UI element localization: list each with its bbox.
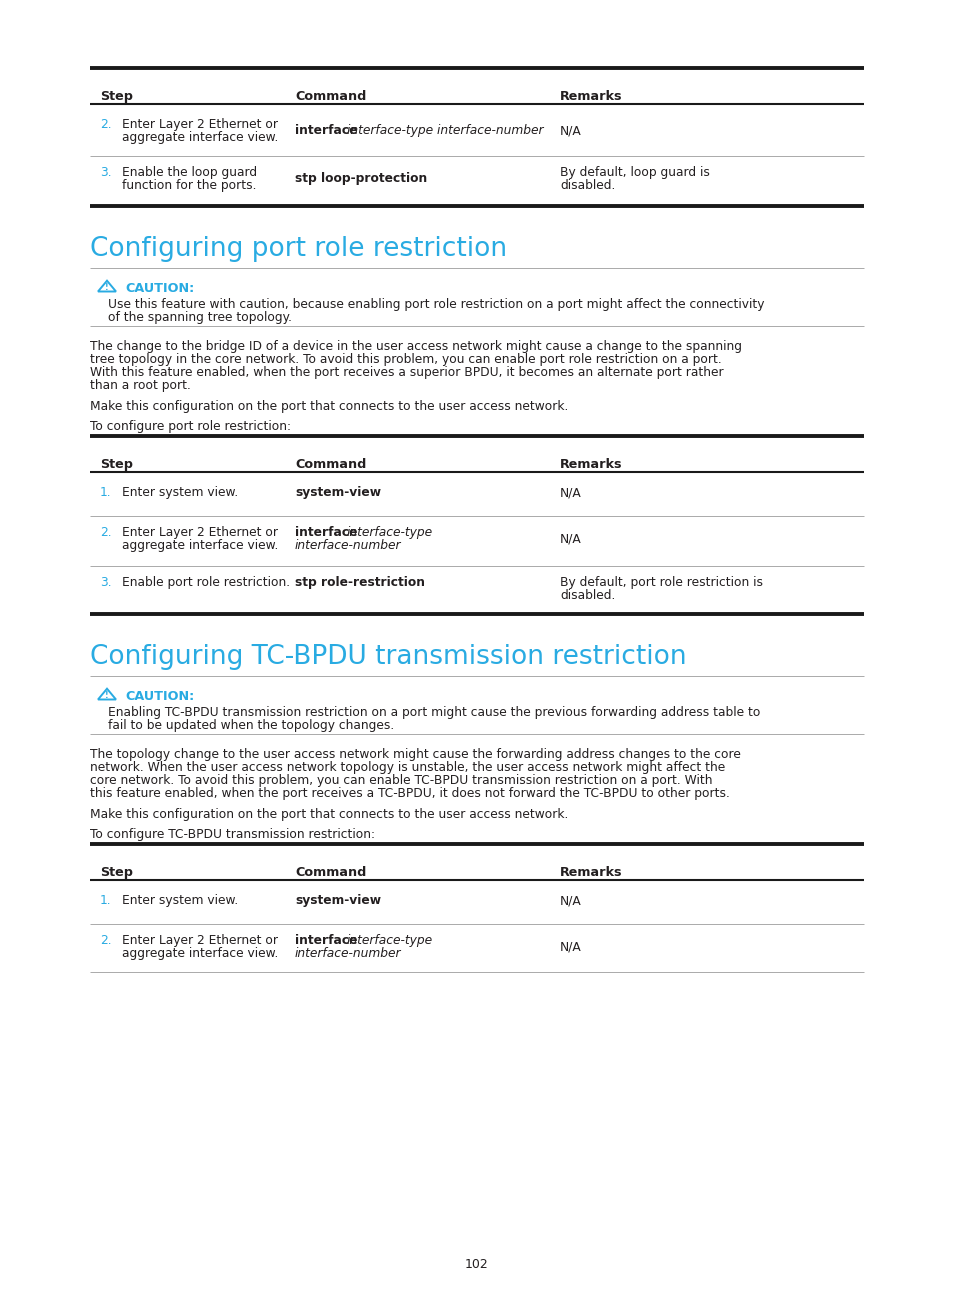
Text: interface-number: interface-number: [294, 539, 401, 552]
Text: Enter system view.: Enter system view.: [122, 486, 238, 499]
Text: Step: Step: [100, 866, 132, 879]
Text: stp loop-protection: stp loop-protection: [294, 172, 427, 185]
Text: Step: Step: [100, 89, 132, 102]
Text: N/A: N/A: [559, 124, 581, 137]
Text: Enter system view.: Enter system view.: [122, 894, 238, 907]
Text: system-view: system-view: [294, 894, 381, 907]
Text: To configure TC-BPDU transmission restriction:: To configure TC-BPDU transmission restri…: [90, 828, 375, 841]
Text: core network. To avoid this problem, you can enable TC-BPDU transmission restric: core network. To avoid this problem, you…: [90, 774, 712, 787]
Text: 1.: 1.: [100, 486, 112, 499]
Text: Enter Layer 2 Ethernet or: Enter Layer 2 Ethernet or: [122, 526, 277, 539]
Text: network. When the user access network topology is unstable, the user access netw: network. When the user access network to…: [90, 761, 724, 774]
Text: Step: Step: [100, 457, 132, 470]
Text: To configure port role restriction:: To configure port role restriction:: [90, 420, 291, 433]
Text: interface-type interface-number: interface-type interface-number: [347, 124, 543, 137]
Text: this feature enabled, when the port receives a TC-BPDU, it does not forward the : this feature enabled, when the port rece…: [90, 787, 729, 800]
Text: N/A: N/A: [559, 894, 581, 907]
Text: disabled.: disabled.: [559, 588, 615, 603]
Text: interface-type: interface-type: [347, 934, 433, 947]
Text: function for the ports.: function for the ports.: [122, 179, 256, 192]
Text: aggregate interface view.: aggregate interface view.: [122, 131, 278, 144]
Text: 2.: 2.: [100, 526, 112, 539]
Text: By default, loop guard is: By default, loop guard is: [559, 166, 709, 179]
Text: Make this configuration on the port that connects to the user access network.: Make this configuration on the port that…: [90, 807, 568, 820]
Text: N/A: N/A: [559, 531, 581, 546]
Text: aggregate interface view.: aggregate interface view.: [122, 539, 278, 552]
Text: Make this configuration on the port that connects to the user access network.: Make this configuration on the port that…: [90, 400, 568, 413]
Text: interface-type: interface-type: [347, 526, 433, 539]
Text: aggregate interface view.: aggregate interface view.: [122, 947, 278, 960]
Text: Command: Command: [294, 89, 366, 102]
Text: CAUTION:: CAUTION:: [125, 283, 194, 295]
Text: Enabling TC-BPDU transmission restriction on a port might cause the previous for: Enabling TC-BPDU transmission restrictio…: [108, 706, 760, 719]
Text: interface: interface: [294, 124, 361, 137]
Text: Command: Command: [294, 866, 366, 879]
Text: !: !: [105, 692, 109, 701]
Text: fail to be updated when the topology changes.: fail to be updated when the topology cha…: [108, 719, 394, 732]
Text: Use this feature with caution, because enabling port role restriction on a port : Use this feature with caution, because e…: [108, 298, 763, 311]
Text: Enable the loop guard: Enable the loop guard: [122, 166, 257, 179]
Text: Configuring TC-BPDU transmission restriction: Configuring TC-BPDU transmission restric…: [90, 644, 686, 670]
Text: CAUTION:: CAUTION:: [125, 689, 194, 702]
Text: than a root port.: than a root port.: [90, 378, 191, 391]
Text: 102: 102: [465, 1258, 488, 1271]
Text: stp role-restriction: stp role-restriction: [294, 575, 424, 588]
Text: Enter Layer 2 Ethernet or: Enter Layer 2 Ethernet or: [122, 118, 277, 131]
Text: disabled.: disabled.: [559, 179, 615, 192]
Text: N/A: N/A: [559, 940, 581, 953]
Text: Configuring port role restriction: Configuring port role restriction: [90, 236, 507, 262]
Text: 3.: 3.: [100, 166, 112, 179]
Text: !: !: [105, 284, 109, 293]
Text: Enter Layer 2 Ethernet or: Enter Layer 2 Ethernet or: [122, 934, 277, 947]
Text: The change to the bridge ID of a device in the user access network might cause a: The change to the bridge ID of a device …: [90, 340, 741, 353]
Text: Enable port role restriction.: Enable port role restriction.: [122, 575, 290, 588]
Text: 2.: 2.: [100, 934, 112, 947]
Text: The topology change to the user access network might cause the forwarding addres: The topology change to the user access n…: [90, 748, 740, 761]
Text: interface: interface: [294, 526, 361, 539]
Text: With this feature enabled, when the port receives a superior BPDU, it becomes an: With this feature enabled, when the port…: [90, 365, 723, 378]
Text: Remarks: Remarks: [559, 866, 622, 879]
Text: Command: Command: [294, 457, 366, 470]
Text: Remarks: Remarks: [559, 89, 622, 102]
Text: By default, port role restriction is: By default, port role restriction is: [559, 575, 762, 588]
Text: interface-number: interface-number: [294, 947, 401, 960]
Text: 3.: 3.: [100, 575, 112, 588]
Text: system-view: system-view: [294, 486, 381, 499]
Text: 2.: 2.: [100, 118, 112, 131]
Text: interface: interface: [294, 934, 361, 947]
Text: tree topology in the core network. To avoid this problem, you can enable port ro: tree topology in the core network. To av…: [90, 353, 721, 365]
Text: N/A: N/A: [559, 486, 581, 499]
Text: of the spanning tree topology.: of the spanning tree topology.: [108, 311, 292, 324]
Text: 1.: 1.: [100, 894, 112, 907]
Text: Remarks: Remarks: [559, 457, 622, 470]
